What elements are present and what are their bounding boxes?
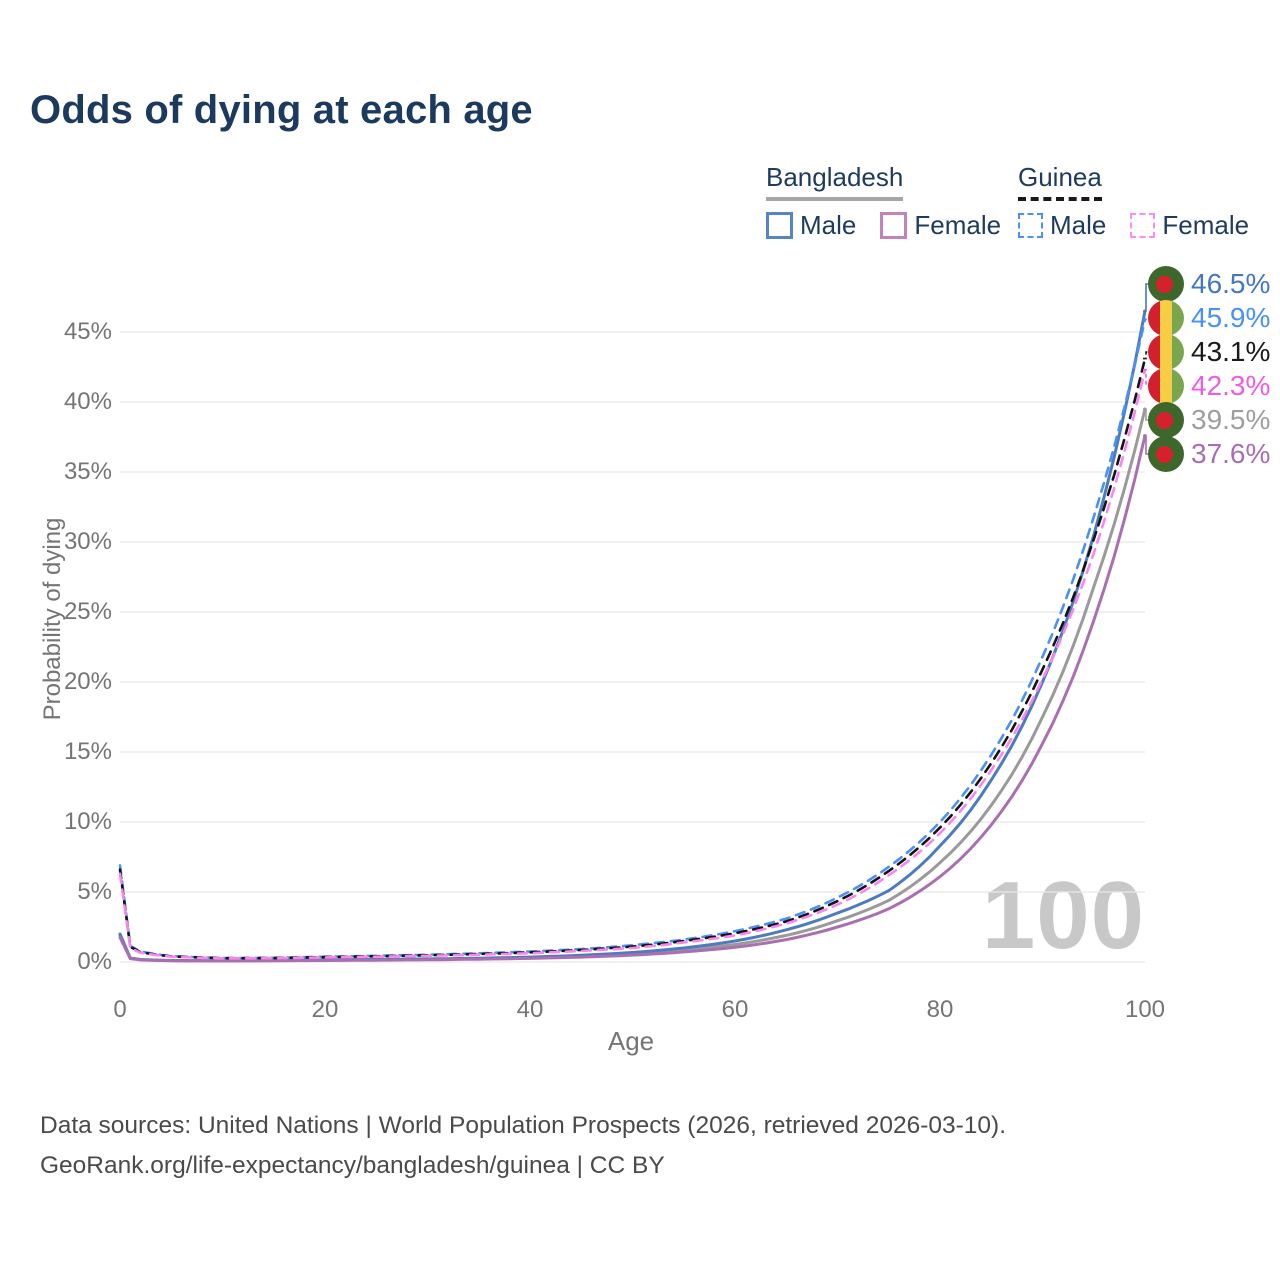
legend-items: Male Female — [766, 210, 1001, 241]
x-axis-title: Age — [607, 1026, 655, 1056]
end-label-value: 37.6% — [1191, 438, 1271, 469]
series-line-guinea-both — [118, 357, 1147, 960]
series-line-bangladesh-male — [118, 309, 1147, 963]
x-tick-0: 0 — [113, 996, 127, 1023]
legend-country-guinea: Guinea — [1018, 162, 1102, 201]
end-label-bangladesh-female: 37.6% — [1148, 435, 1270, 473]
legend-swatch-icon — [1130, 213, 1156, 238]
footer: Data sources: United Nations | World Pop… — [40, 1106, 1006, 1186]
x-tick-60: 60 — [721, 996, 749, 1023]
footer-attribution-line: GeoRank.org/life-expectancy/bangladesh/g… — [40, 1152, 665, 1179]
bangladesh-flag-icon — [1148, 402, 1184, 438]
legend-swatch-icon — [766, 212, 793, 239]
legend-swatch-icon — [880, 212, 908, 239]
x-tick-20: 20 — [311, 996, 339, 1023]
end-label-guinea-male: 45.9% — [1148, 299, 1270, 337]
legend-items: Male Female — [1018, 210, 1249, 241]
series-line-guinea-female — [118, 368, 1147, 960]
end-label-value: 46.5% — [1191, 268, 1271, 299]
x-tick-100: 100 — [1124, 996, 1166, 1023]
y-tick-45%: 45% — [63, 318, 112, 345]
y-tick-25%: 25% — [63, 598, 112, 625]
y-tick-35%: 35% — [63, 458, 112, 485]
y-tick-0%: 0% — [77, 948, 112, 975]
footer-sources-line: Data sources: United Nations | World Pop… — [40, 1112, 1007, 1139]
end-label-bangladesh-male: 46.5% — [1148, 265, 1270, 303]
end-label-value: 39.5% — [1191, 404, 1271, 435]
y-tick-20%: 20% — [63, 668, 112, 695]
end-label-value: 42.3% — [1191, 370, 1271, 401]
end-label-bangladesh-both: 39.5% — [1148, 401, 1270, 439]
legend-group-guinea: Guinea Male Female — [1018, 162, 1249, 241]
end-label-connector — [1143, 317, 1151, 321]
y-tick-30%: 30% — [63, 528, 112, 555]
legend-item-label: Male — [1050, 210, 1107, 240]
guinea-flag-icon — [1148, 334, 1184, 370]
hover-age-watermark: 100 — [981, 862, 1145, 969]
series-line-bangladesh-female — [118, 434, 1147, 963]
series-line-bangladesh-both — [118, 407, 1147, 963]
legend-item-guinea-male[interactable]: Male — [1018, 210, 1106, 241]
legend-item-bangladesh-female[interactable]: Female — [880, 210, 1001, 241]
x-tick-40: 40 — [516, 996, 544, 1023]
end-label-value: 45.9% — [1191, 302, 1271, 333]
series-line-guinea-male — [118, 318, 1147, 960]
end-label-connector — [1143, 351, 1151, 360]
x-tick-80: 80 — [926, 996, 954, 1023]
y-tick-40%: 40% — [63, 388, 112, 415]
guinea-flag-icon — [1148, 368, 1184, 404]
y-tick-10%: 10% — [63, 808, 112, 835]
guinea-flag-icon — [1148, 300, 1184, 336]
legend-item-label: Female — [1162, 210, 1250, 240]
end-label-guinea-female: 42.3% — [1148, 367, 1270, 405]
legend-country-bangladesh: Bangladesh — [766, 162, 904, 201]
legend-group-bangladesh: Bangladesh Male Female — [766, 162, 1001, 241]
legend-item-label: Female — [914, 210, 1002, 240]
y-tick-15%: 15% — [63, 738, 112, 765]
y-tick-5%: 5% — [77, 878, 112, 905]
end-label-guinea-both: 43.1% — [1148, 333, 1270, 371]
bangladesh-flag-icon — [1148, 266, 1184, 302]
legend-item-guinea-female[interactable]: Female — [1130, 210, 1249, 241]
legend-item-label: Male — [800, 210, 857, 240]
bangladesh-flag-icon — [1148, 436, 1184, 472]
page-title: Odds of dying at each age — [30, 88, 533, 132]
legend-item-bangladesh-male[interactable]: Male — [766, 210, 856, 241]
legend-swatch-icon — [1018, 213, 1043, 238]
end-label-value: 43.1% — [1191, 336, 1271, 367]
